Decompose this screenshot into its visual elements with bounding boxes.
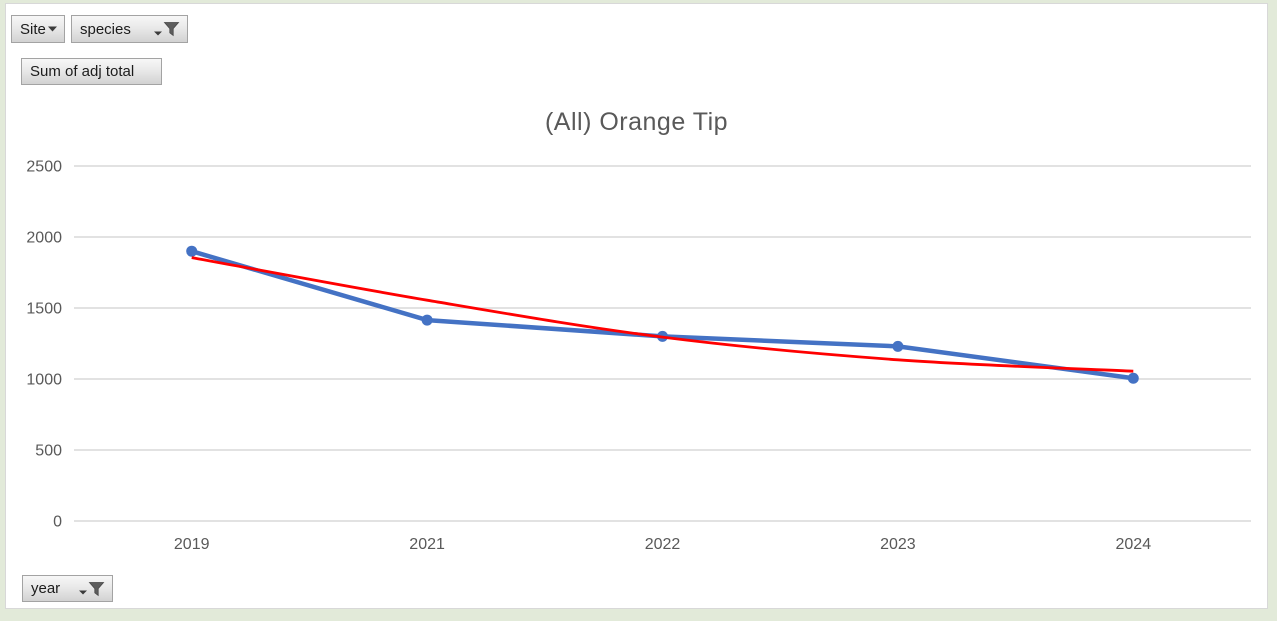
data-point-marker: [892, 340, 904, 352]
y-axis-tick-label: 500: [35, 443, 62, 460]
data-point-marker: [186, 245, 198, 257]
x-axis-tick-label: 2019: [174, 536, 210, 553]
y-axis-tick-label: 2500: [26, 159, 62, 176]
chevron-down-icon: [79, 590, 87, 595]
species-field-button-label: species: [80, 20, 131, 38]
chart-title: (All) Orange Tip: [544, 108, 729, 136]
plot-area: 0 500 1000 1500 2000 2500 2019 2021 2022 2023 2024: [26, 159, 1251, 553]
values-field-button[interactable]: Sum of adj total: [21, 58, 162, 85]
year-field-button[interactable]: year: [22, 575, 113, 602]
y-axis-tick-label: 0: [53, 514, 62, 531]
x-axis-tick-label: 2024: [1116, 536, 1152, 553]
data-point-marker: [1127, 372, 1139, 384]
series-line-sum-of-adj-total: [189, 248, 1136, 381]
y-axis-tick-label: 2000: [26, 230, 62, 247]
year-field-button-label: year: [31, 580, 61, 597]
y-axis-tick-label: 1500: [26, 301, 62, 318]
x-axis-tick-label: 2022: [645, 536, 681, 553]
filter-funnel-icon: [88, 581, 105, 596]
pivot-chart-area: 0 500 1000 1500 2000 2500 2019 2021 2022 2023 2024…: [5, 3, 1268, 609]
filter-funnel-icon: [163, 22, 180, 37]
y-axis-tick-label: 1000: [26, 372, 62, 389]
species-field-button[interactable]: species: [71, 15, 188, 43]
values-field-button-label: Sum of adj total: [30, 63, 135, 80]
data-point-marker: [421, 314, 433, 326]
x-axis-tick-label: 2021: [409, 536, 445, 553]
site-field-button[interactable]: Site: [11, 15, 65, 43]
trendline: [191, 256, 1134, 373]
chevron-down-icon: [48, 26, 57, 32]
site-field-button-label: Site: [20, 20, 46, 38]
x-axis-tick-label: 2023: [880, 536, 916, 553]
chevron-down-icon: [154, 31, 162, 35]
